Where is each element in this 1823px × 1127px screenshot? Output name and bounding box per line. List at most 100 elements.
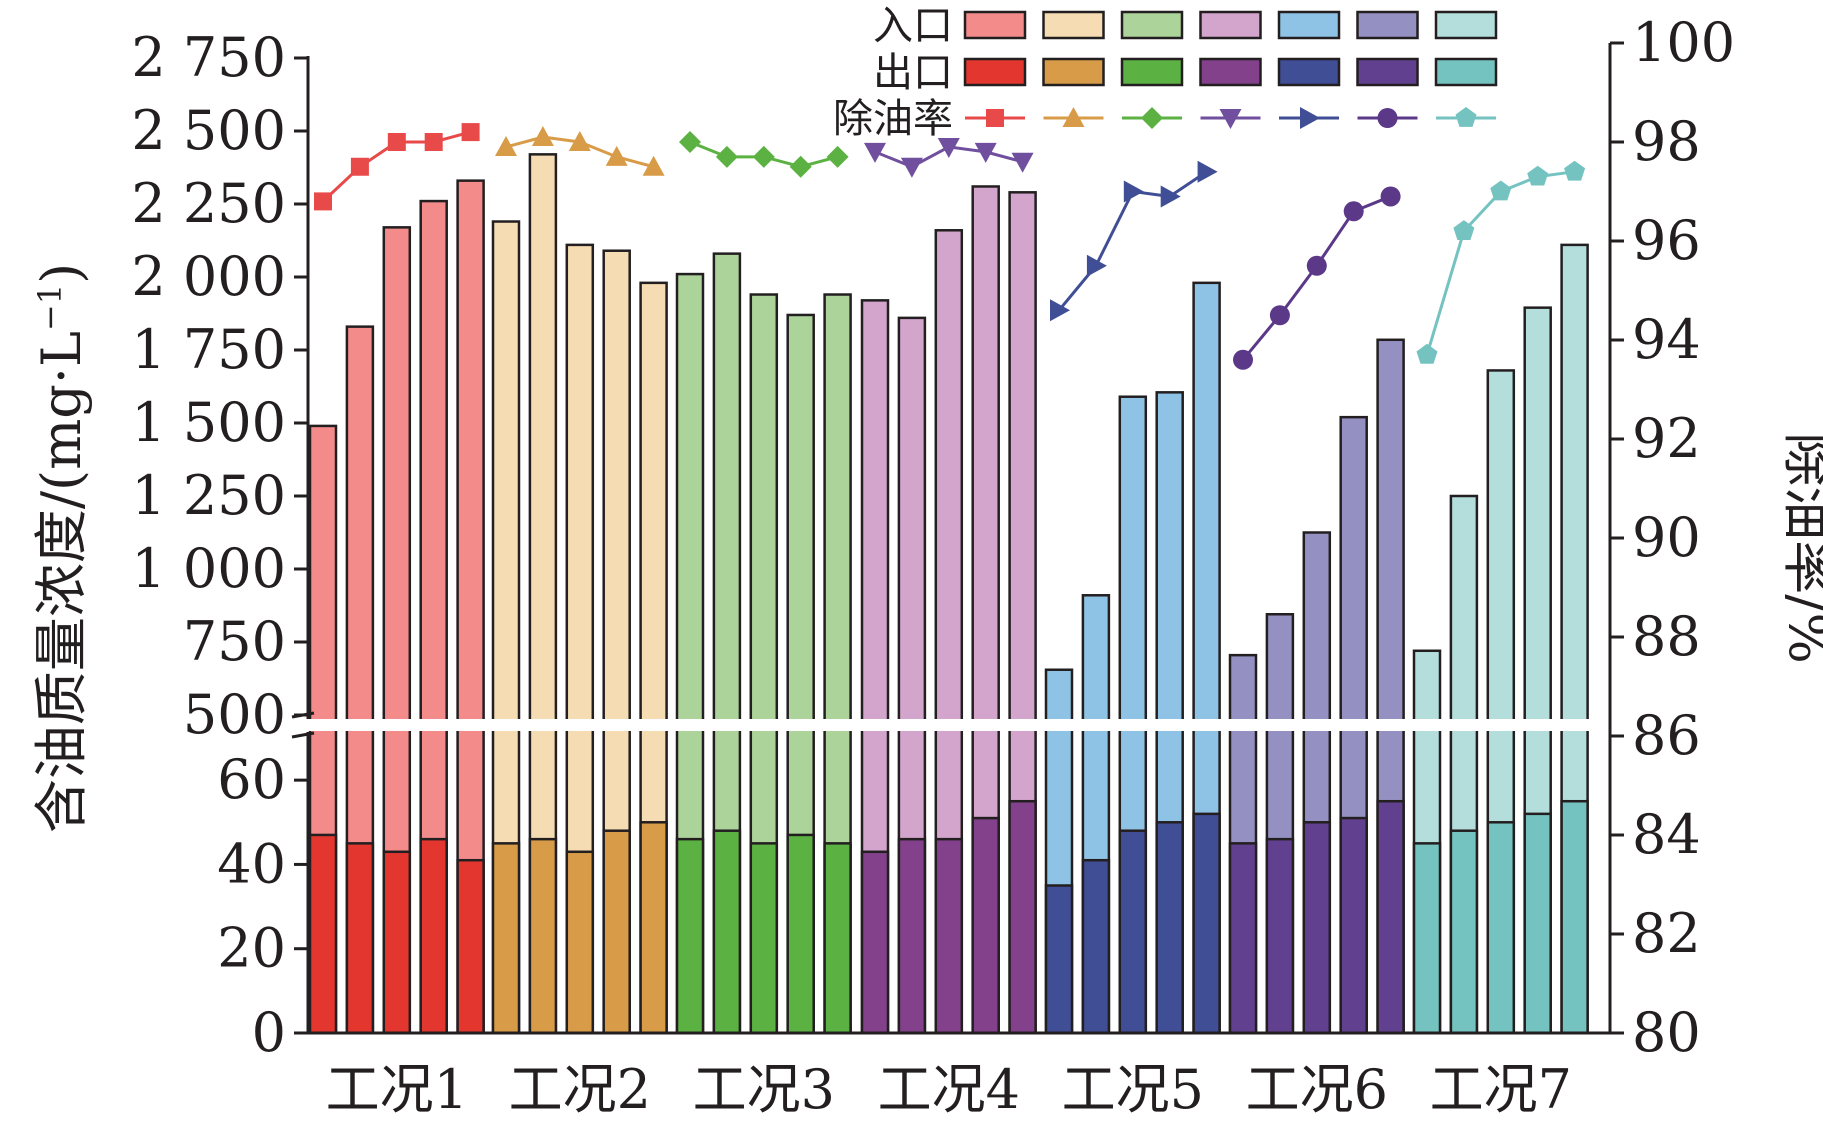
triangle-up-marker	[605, 145, 628, 166]
pentagon-marker	[1527, 165, 1549, 186]
group-label: 工况6	[1246, 1058, 1388, 1121]
group-label: 工况7	[1430, 1058, 1572, 1121]
diamond-marker	[715, 145, 738, 168]
tick-label-right: 94	[1632, 308, 1701, 371]
square-marker	[314, 192, 332, 211]
circle-marker	[1306, 255, 1327, 276]
triangle-down-marker	[974, 142, 997, 163]
removal-series-1	[314, 123, 480, 211]
triangle-down-marker	[1011, 152, 1034, 173]
triangle-right-marker	[1197, 160, 1218, 183]
tick-label-right: 80	[1632, 1001, 1701, 1064]
pentagon-marker	[1564, 160, 1586, 181]
legend-outlet-swatch	[1199, 57, 1262, 87]
tick-label-left-lower: 40	[217, 832, 286, 895]
group-label: 工况2	[509, 1058, 651, 1121]
triangle-right-marker	[1123, 180, 1144, 203]
tick-label-right: 98	[1632, 110, 1701, 173]
axis-break-band	[294, 719, 1624, 731]
legend-row-label: 出口	[873, 50, 953, 96]
triangle-up-marker	[531, 126, 554, 147]
diamond-marker	[679, 131, 701, 153]
legend-inlet-swatch	[1434, 10, 1498, 40]
outlet-bar	[786, 833, 815, 1035]
outlet-bar	[1155, 821, 1184, 1035]
group-label: 工况3	[693, 1058, 835, 1121]
square-marker	[350, 157, 369, 176]
outlet-bar	[860, 850, 890, 1035]
legend-outlet-swatch	[1277, 57, 1341, 87]
outlet-bar	[456, 858, 485, 1035]
outlet-bar	[897, 837, 927, 1035]
outlet-bar	[491, 842, 521, 1035]
tick-label-right: 100	[1632, 11, 1735, 74]
group-bars-2	[491, 153, 668, 1035]
diamond-marker	[789, 155, 812, 178]
legend-row-label: 入口	[873, 3, 953, 49]
diamond-marker	[826, 145, 849, 168]
outlet-bar	[1339, 816, 1368, 1035]
ticks: 500 750 1 000 1 250 1 500 1 750 2 000 2 250 2 50…	[131, 11, 1735, 1064]
outlet-bar	[565, 850, 595, 1035]
outlet-bar	[382, 850, 412, 1035]
square-marker	[387, 133, 406, 151]
group-bars-1	[308, 179, 485, 1035]
outlet-bar	[934, 837, 964, 1035]
group-bars-4	[860, 185, 1037, 1035]
outlet-bar	[712, 829, 742, 1035]
outlet-bar	[1523, 812, 1552, 1035]
pentagon-marker	[1455, 107, 1477, 127]
outlet-bar	[1118, 829, 1148, 1035]
tick-label-right: 92	[1632, 407, 1701, 470]
outlet-bar	[1302, 821, 1332, 1035]
legend-outlet-swatch	[963, 57, 1027, 87]
tick-label-left-lower: 20	[217, 917, 286, 980]
tick-label-left-upper: 1 750	[131, 318, 286, 381]
tick-label-right: 90	[1632, 506, 1701, 569]
tick-label-right: 88	[1632, 605, 1701, 668]
tick-label-left-upper: 2 250	[131, 172, 286, 235]
removal-lines	[314, 123, 1586, 370]
group-label: 工况4	[878, 1058, 1020, 1121]
tick-label-left-lower: 0	[252, 1001, 286, 1064]
tick-label-left-upper: 2 500	[131, 99, 286, 162]
outlet-bar	[823, 842, 852, 1035]
legend-row-label: 除油率	[833, 96, 953, 142]
outlet-bar	[419, 837, 448, 1035]
pentagon-marker	[1490, 180, 1512, 201]
tick-label-left-lower: 60	[217, 748, 286, 811]
triangle-down-marker	[900, 157, 923, 178]
square-marker	[986, 109, 1004, 127]
bars-layer	[308, 153, 1589, 1035]
outlet-bar	[1486, 821, 1516, 1035]
triangle-down-marker	[937, 137, 960, 158]
outlet-bar	[1228, 842, 1258, 1035]
legend-inlet-swatch	[1277, 10, 1341, 40]
triangle-up-marker	[1062, 107, 1085, 127]
outlet-bar	[749, 842, 779, 1035]
outlet-bar	[1265, 837, 1295, 1035]
tick-label-left-upper: 750	[183, 610, 286, 673]
group-label: 工况1	[326, 1058, 468, 1121]
group-label: 工况5	[1062, 1058, 1204, 1121]
triangle-right-marker	[1300, 107, 1320, 129]
tick-label-right: 86	[1632, 704, 1701, 767]
legend-inlet-swatch	[963, 10, 1027, 40]
circle-marker	[1343, 201, 1364, 222]
triangle-right-marker	[1050, 299, 1070, 322]
circle-marker	[1233, 349, 1253, 370]
outlet-bar	[675, 837, 705, 1035]
tick-label-left-upper: 2 000	[131, 245, 286, 308]
outlet-bar	[308, 833, 338, 1035]
legend-inlet-swatch	[1120, 10, 1184, 40]
square-marker	[461, 123, 480, 142]
y-axis-title-right: 除油率/%	[1777, 432, 1823, 664]
outlet-bar	[639, 821, 668, 1035]
legend-outlet-swatch	[1120, 57, 1184, 87]
triangle-right-marker	[1160, 185, 1181, 208]
removal-series-2	[495, 126, 665, 176]
outlet-bar	[1560, 799, 1589, 1035]
removal-series-5	[1050, 160, 1218, 322]
